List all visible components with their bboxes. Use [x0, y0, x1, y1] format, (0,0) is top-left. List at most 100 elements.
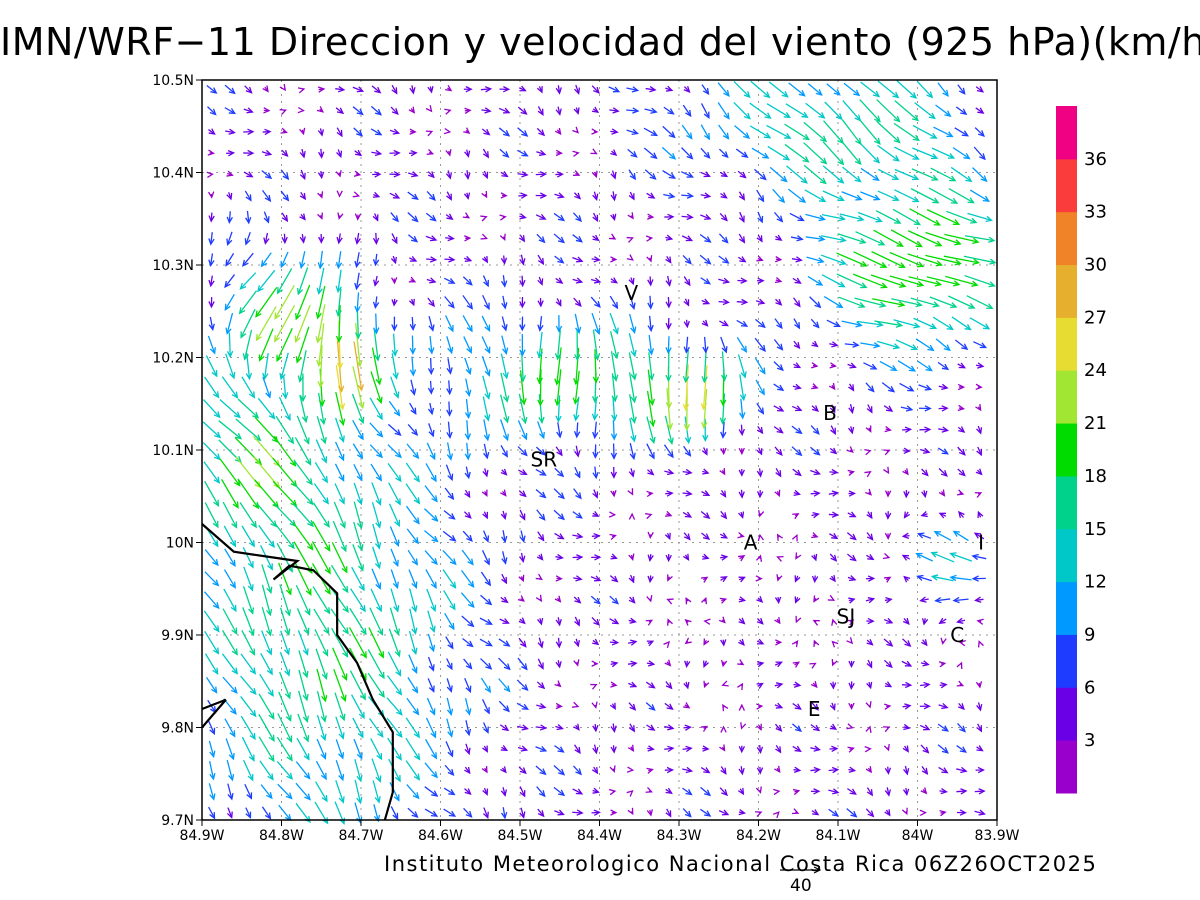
wind-vector-shaft: [277, 783, 293, 799]
wind-vector-shaft: [719, 787, 728, 796]
wind-vector-head: [357, 432, 364, 441]
wind-vector-shaft: [261, 606, 272, 636]
wind-vector-head: [703, 618, 711, 625]
wind-vector-head: [794, 383, 802, 390]
wind-vector: [916, 80, 934, 99]
wind-vector: [463, 235, 472, 242]
wind-vector-shaft: [810, 446, 820, 456]
wind-vector: [766, 124, 792, 139]
wind-vector: [241, 376, 256, 399]
wind-vector-head: [608, 233, 617, 240]
wind-vector-head: [502, 371, 509, 380]
wind-vector-head: [448, 789, 456, 796]
wind-vector-shaft: [407, 424, 418, 436]
wind-vector: [444, 613, 455, 631]
wind-vector-shaft: [932, 316, 954, 330]
wind-vector-head: [703, 111, 710, 119]
wind-vector-head: [557, 192, 565, 199]
wind-vector-head: [668, 131, 676, 139]
wind-vector: [680, 171, 694, 178]
wind-vector-head: [783, 111, 792, 119]
wind-vector-head: [982, 323, 991, 330]
wind-vector-head: [988, 281, 996, 288]
wind-vector-head: [647, 575, 654, 584]
wind-vector-shaft: [516, 702, 529, 710]
wind-vector: [666, 598, 674, 605]
wind-vector-shaft: [879, 360, 897, 371]
wind-vector-shaft: [828, 768, 838, 772]
wind-vector-shaft: [857, 320, 883, 326]
wind-vector-head: [874, 137, 881, 145]
wind-vector-shaft: [738, 191, 745, 200]
wind-vector: [312, 502, 330, 528]
wind-vector: [591, 85, 600, 94]
wind-vector-shaft: [553, 488, 565, 499]
wind-vector-shaft: [932, 575, 954, 582]
wind-vector-head: [535, 594, 543, 603]
wind-vector-shaft: [756, 402, 764, 414]
wind-vector: [736, 337, 748, 354]
wind-vector-shaft: [296, 415, 310, 444]
wind-vector: [916, 532, 932, 539]
wind-vector-head: [630, 639, 638, 646]
wind-vector: [481, 190, 488, 199]
wind-vector-head: [971, 280, 979, 287]
wind-vector-head: [393, 605, 400, 613]
wind-vector-head: [374, 354, 381, 362]
wind-vector: [627, 807, 634, 816]
wind-vector: [572, 765, 582, 776]
wind-vector-shaft: [428, 316, 434, 331]
wind-vector: [208, 128, 216, 135]
wind-vector: [428, 423, 435, 438]
wind-vector: [405, 737, 421, 761]
wind-vector-shaft: [335, 716, 344, 739]
wind-vector: [626, 789, 634, 797]
wind-vector-shaft: [239, 502, 257, 528]
wind-vector: [788, 82, 806, 97]
wind-vector: [793, 318, 801, 330]
wind-vector-head: [958, 448, 966, 456]
wind-vector: [295, 584, 311, 616]
wind-vector: [826, 319, 841, 328]
wind-vector: [353, 521, 364, 552]
wind-vector-shaft: [429, 380, 432, 394]
wind-vector-shaft: [240, 696, 257, 717]
wind-vector-head: [521, 684, 529, 692]
wind-vector-head: [774, 765, 781, 774]
wind-vector-shaft: [240, 272, 257, 290]
wind-vector: [973, 532, 985, 540]
wind-vector-shaft: [355, 323, 361, 367]
x-tick-label: 84W: [902, 828, 934, 844]
wind-vector-head: [354, 260, 361, 269]
wind-vector: [610, 723, 617, 733]
wind-vector: [700, 171, 711, 178]
wind-vector-head: [573, 723, 580, 731]
colorbar-label: 30: [1084, 255, 1107, 276]
wind-vector-shaft: [242, 547, 254, 568]
wind-vector: [902, 745, 909, 753]
wind-vector-shaft: [572, 534, 583, 538]
wind-vector: [427, 357, 435, 376]
wind-vector-head: [429, 193, 436, 201]
wind-vector-head: [503, 395, 510, 403]
wind-vector-head: [956, 489, 965, 496]
wind-vector-shaft: [821, 214, 845, 220]
wind-vector: [537, 637, 544, 649]
wind-vector-head: [295, 312, 302, 321]
wind-vector: [976, 702, 983, 712]
wind-vector-head: [483, 279, 489, 288]
wind-vector-head: [536, 377, 543, 385]
wind-vector-head: [952, 530, 960, 537]
wind-vector-shaft: [554, 532, 564, 540]
wind-vector-head: [305, 588, 312, 596]
wind-vector-shaft: [680, 171, 693, 178]
wind-vector: [280, 127, 288, 134]
wind-vector-shaft: [925, 231, 961, 245]
wind-vector-head: [627, 212, 634, 220]
wind-vector-head: [738, 215, 745, 223]
wind-vector-shaft: [311, 541, 331, 574]
wind-vector-shaft: [258, 736, 275, 762]
wind-vector-head: [339, 418, 346, 427]
wind-vector-shaft: [227, 807, 233, 818]
wind-vector: [701, 490, 711, 497]
